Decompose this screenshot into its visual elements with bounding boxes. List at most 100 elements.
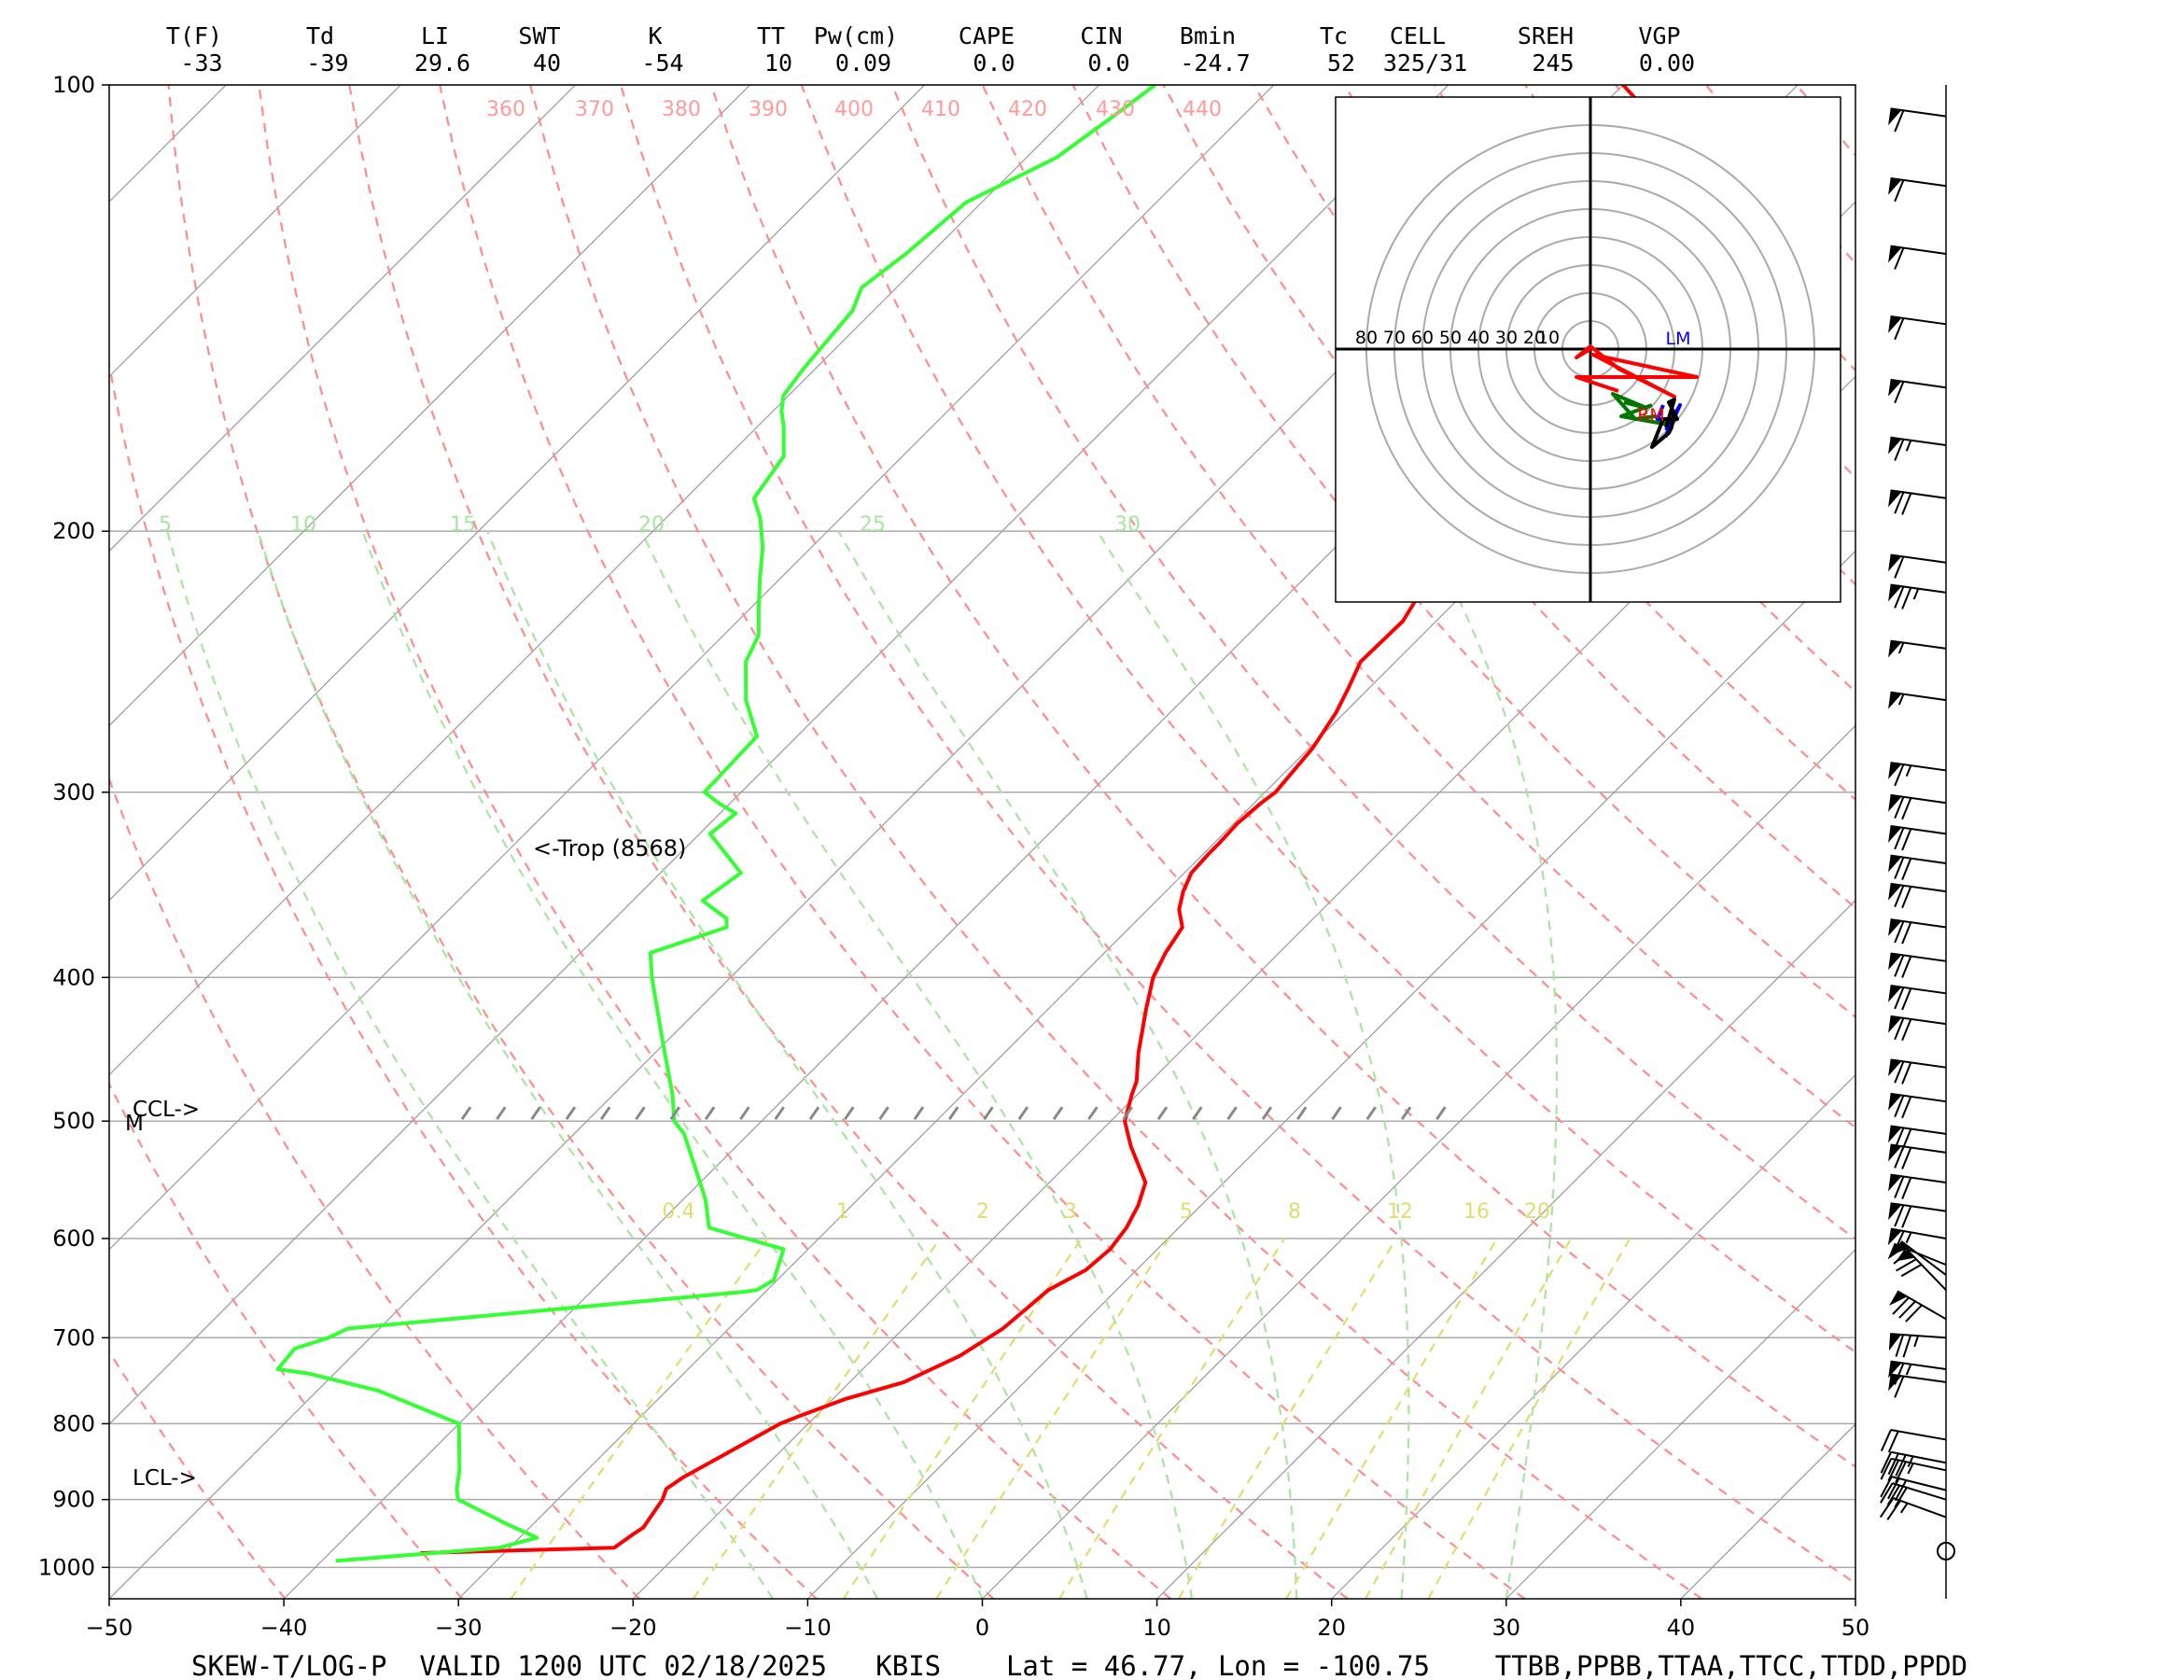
y-tick-label: 800 <box>52 1410 95 1436</box>
barb-full <box>1895 1461 1907 1483</box>
dry-adiabat <box>439 85 1526 1599</box>
mixing-ratio-line <box>842 1238 1083 1599</box>
barb-flag <box>1888 1334 1902 1351</box>
dry-adiabat <box>167 85 995 1599</box>
mixing-ratio-line <box>1365 1238 1573 1599</box>
isotherm <box>109 85 750 727</box>
mixing-ratio-label: 2 <box>976 1200 989 1224</box>
barb-full <box>1893 1230 1905 1253</box>
header-label-4: K <box>648 22 662 49</box>
hodograph-trace-black <box>1650 398 1679 449</box>
barb-full <box>1880 1458 1893 1480</box>
ccl-marker <box>878 1106 889 1121</box>
barb-full <box>1894 109 1905 133</box>
mixing-ratio-line <box>1177 1238 1398 1599</box>
barb-full <box>1879 1497 1895 1519</box>
barb-full <box>1905 1304 1923 1323</box>
dry-adiabat <box>1796 85 1855 158</box>
barb-staff <box>1891 1476 1947 1491</box>
y-tick-label: 900 <box>52 1487 95 1513</box>
barb-full <box>1886 1500 1901 1520</box>
barb-full <box>1901 858 1912 880</box>
barb-full <box>1894 885 1905 908</box>
barb-full <box>1894 556 1905 579</box>
hodograph-ring-label: 30 <box>1495 328 1518 348</box>
barb-flag <box>1888 584 1902 602</box>
barb-half <box>1905 1364 1912 1376</box>
barb-flag <box>1888 379 1902 397</box>
header-value-8: 0.0 <box>1087 49 1129 77</box>
hodograph-ring-label: 10 <box>1537 328 1560 348</box>
header-value-7: 0.0 <box>973 49 1015 77</box>
barb-half <box>1897 693 1905 706</box>
ccl-marker <box>496 1106 507 1121</box>
ccl-marker <box>1156 1106 1169 1121</box>
ccl-marker <box>669 1106 681 1121</box>
y-tick-label: 500 <box>52 1108 95 1134</box>
barb-flag <box>1888 826 1902 843</box>
moist-adiabat-label: 10 <box>290 513 316 537</box>
dry-adiabat-label: 430 <box>1096 98 1135 121</box>
barb-full <box>1894 1479 1908 1502</box>
annotation-3: LCL-> <box>133 1466 197 1491</box>
header-value-4: -54 <box>641 49 683 77</box>
ccl-marker <box>1052 1106 1064 1121</box>
x-tick-label: −20 <box>609 1615 657 1641</box>
annotation-2: M <box>125 1112 144 1136</box>
moist-adiabat-label: 5 <box>159 513 172 537</box>
ccl-marker <box>1226 1106 1238 1121</box>
barb-full <box>1894 955 1905 977</box>
x-tick-label: −10 <box>784 1615 832 1641</box>
barb-full <box>1894 1376 1905 1398</box>
dry-adiabat <box>709 85 1855 1468</box>
header-label-13: VGP <box>1638 22 1680 49</box>
hodograph-ring-label: 40 <box>1467 328 1490 348</box>
barb-full <box>1901 921 1912 945</box>
barb-flag <box>1888 953 1902 971</box>
rm-label: RM <box>1637 405 1665 426</box>
barb-full <box>1901 828 1912 851</box>
barb-full <box>1894 857 1905 879</box>
y-tick-label: 100 <box>52 72 95 98</box>
barb-full <box>1901 886 1912 909</box>
ccl-marker <box>983 1106 994 1121</box>
barb-full <box>1894 1176 1905 1198</box>
ccl-marker <box>1365 1106 1378 1121</box>
barb-full <box>1887 1431 1899 1453</box>
ccl-marker <box>1435 1106 1447 1121</box>
header-label-9: Bmin <box>1180 22 1236 49</box>
barb-full <box>1894 1127 1905 1150</box>
calm-circle <box>1937 1541 1955 1561</box>
dry-adiabat-label: 360 <box>486 98 525 121</box>
barb-flag <box>1888 490 1902 508</box>
header-label-2: LI <box>421 22 449 49</box>
ccl-marker <box>844 1106 855 1121</box>
barb-flag <box>1888 1361 1902 1379</box>
barb-full <box>1901 1177 1912 1199</box>
header-value-11: 325/31 <box>1383 49 1467 77</box>
dry-adiabat-label: 380 <box>662 98 701 121</box>
barb-flag <box>1888 1126 1902 1143</box>
barb-full <box>1880 1451 1893 1474</box>
header-value-5: 10 <box>764 49 792 77</box>
moist-adiabat <box>361 530 984 1599</box>
barb-full <box>1894 586 1905 609</box>
y-tick-label: 400 <box>52 964 95 990</box>
mixing-ratio-label: 3 <box>1064 1200 1077 1224</box>
ccl-marker <box>947 1106 959 1121</box>
barb-half <box>1907 1463 1914 1475</box>
barb-half <box>1912 588 1920 600</box>
dry-adiabat <box>800 85 1855 1354</box>
isotherm <box>109 85 576 553</box>
barb-full <box>1887 1477 1900 1500</box>
header-label-0: T(F) <box>166 22 222 49</box>
x-tick-label: 50 <box>1841 1615 1870 1641</box>
barb-full <box>1901 493 1912 515</box>
header-value-9: -24.7 <box>1180 49 1250 77</box>
mixing-ratio-label: 0.4 <box>663 1200 695 1224</box>
barb-full <box>1901 987 1912 1011</box>
dry-adiabat <box>1162 85 1855 910</box>
